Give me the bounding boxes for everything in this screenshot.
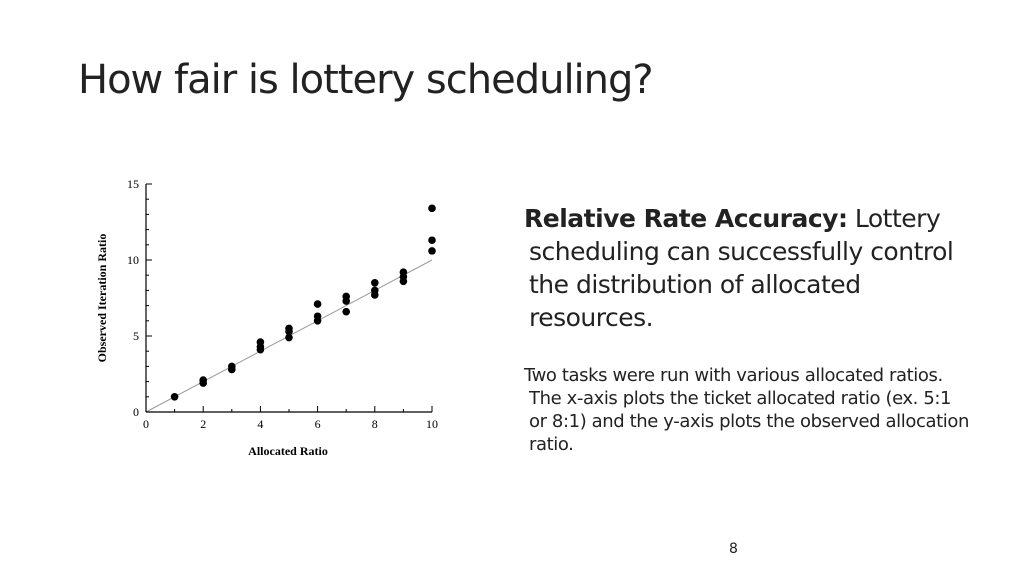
y-tick-label: 10 — [127, 253, 139, 267]
data-point — [371, 279, 379, 287]
data-point — [313, 300, 322, 308]
y-axis-label: Observed Iteration Ratio — [95, 234, 109, 363]
main-point-body: Lottery scheduling can successfully cont… — [529, 204, 954, 332]
scatter-chart: 0 2 4 6 8 10 0 5 10 15 Allocated Ratio Observed I… — [88, 170, 458, 470]
y-tick-label: 0 — [133, 405, 139, 419]
chart-svg: 0 2 4 6 8 10 0 5 10 15 Allocated Ratio Observed I… — [95, 177, 438, 458]
page-number: 8 — [729, 541, 738, 557]
data-point — [428, 236, 436, 245]
x-tick-label: 8 — [372, 417, 378, 431]
main-point-lead: Relative Rate Accuracy: — [524, 204, 848, 233]
data-point — [285, 333, 293, 342]
data-point — [313, 312, 322, 321]
data-point — [342, 292, 350, 301]
y-tick-label: 5 — [133, 329, 139, 343]
x-tick-label: 4 — [257, 417, 263, 431]
data-point — [428, 204, 436, 213]
data-point — [399, 268, 408, 276]
main-point: Relative Rate Accuracy: Lottery scheduli… — [524, 202, 984, 334]
text-panel: Relative Rate Accuracy: Lottery scheduli… — [524, 202, 984, 456]
data-point — [170, 393, 179, 401]
x-axis-label: Allocated Ratio — [248, 444, 328, 458]
data-point — [199, 376, 207, 384]
x-tick-label: 10 — [426, 417, 438, 431]
data-point — [428, 247, 436, 255]
data-point — [228, 362, 236, 371]
data-point — [285, 324, 293, 333]
y-tick-label: 15 — [127, 177, 139, 191]
x-tick-label: 2 — [200, 417, 206, 431]
data-point — [371, 286, 379, 295]
x-tick-label: 0 — [143, 417, 149, 431]
data-point — [342, 307, 350, 316]
slide-title: How fair is lottery scheduling? — [78, 57, 654, 103]
data-point — [256, 338, 265, 346]
explanation-text: Two tasks were run with various allocate… — [524, 365, 969, 455]
points-layer — [170, 204, 436, 401]
x-tick-label: 6 — [315, 417, 321, 431]
axes-layer: 0 2 4 6 8 10 0 5 10 15 — [127, 177, 438, 431]
